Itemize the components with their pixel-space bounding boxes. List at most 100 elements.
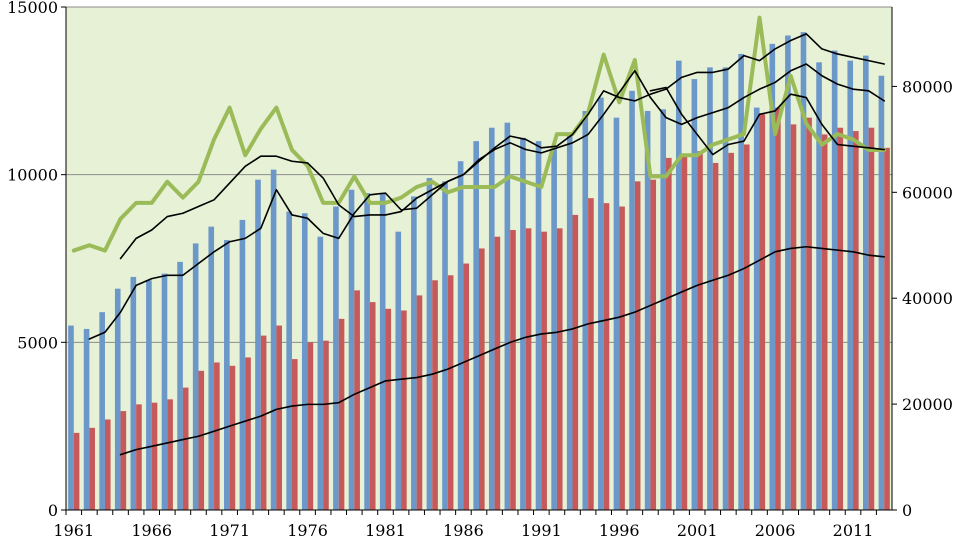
bar-series-1-1989 [504, 122, 511, 510]
bar-series-2-1981 [385, 308, 392, 510]
bar-series-2-1994 [588, 198, 594, 510]
bar-series-1-1999 [660, 109, 667, 510]
bar-series-2-2002 [712, 162, 719, 510]
bar-series-2-1972 [245, 357, 251, 510]
bar-series-1-1984 [426, 178, 433, 510]
bar-series-1-2001 [691, 79, 698, 510]
bar-series-2-1964 [120, 411, 127, 510]
bar-series-2-1961 [73, 432, 80, 510]
x-tick-label: 2006 [755, 521, 796, 540]
axes [65, 7, 893, 511]
y-left-tick-label: 15000 [7, 0, 58, 17]
bar-series-1-2008 [800, 32, 807, 511]
bar-series-1-1973 [255, 179, 261, 511]
bar-series-2-2010 [837, 127, 844, 510]
bar-series-1-1995 [598, 97, 604, 510]
bar-series-1-1993 [566, 134, 573, 510]
bar-series-2-1990 [525, 228, 532, 510]
bar-series-1-1997 [629, 90, 635, 510]
bar-series-2-1979 [354, 290, 360, 510]
bar-series-2-1982 [401, 310, 407, 510]
bar-series-2-1983 [416, 295, 423, 510]
bar-series-2-1963 [104, 419, 111, 510]
bar-series-2-1968 [182, 387, 189, 510]
bar-series-1-2009 [816, 62, 822, 511]
bar-series-2-2004 [743, 144, 750, 510]
series-lines [71, 15, 887, 456]
bar-series-2-1986 [463, 263, 470, 510]
bar-series-1-1990 [520, 137, 526, 510]
bar-series-1-1982 [395, 231, 402, 510]
bar-series-2-1998 [650, 179, 657, 511]
bar-series-2-1984 [432, 280, 438, 510]
bar-series-1-1998 [644, 110, 651, 510]
bar-series-2-1973 [260, 335, 267, 510]
bars [68, 32, 890, 511]
bar-series-1-1969 [192, 243, 199, 510]
x-tick-label: 1986 [443, 521, 484, 540]
bar-series-1-2004 [738, 53, 744, 511]
bar-series-1-1975 [286, 211, 292, 510]
bar-series-1-1994 [582, 110, 589, 510]
bar-series-2-1967 [167, 399, 173, 510]
y-right-tick-label: 0 [902, 501, 912, 520]
bar-series-2-2003 [728, 152, 734, 510]
y-right-tick-label: 20000 [902, 395, 953, 414]
bar-series-2-2009 [821, 134, 828, 510]
bar-series-1-2002 [707, 67, 713, 511]
bar-series-2-2013 [884, 147, 890, 510]
bar-series-2-2005 [759, 114, 766, 510]
bar-series-1-1961 [68, 325, 74, 510]
bar-series-2-2011 [853, 131, 859, 510]
bar-series-2-1985 [447, 275, 454, 510]
bar-series-1-1980 [364, 193, 370, 511]
bar-series-1-1985 [442, 181, 448, 510]
bar-series-2-1971 [229, 365, 236, 510]
bar-series-1-1992 [551, 147, 557, 510]
bar-series-1-1966 [146, 280, 152, 510]
bar-series-2-1966 [151, 402, 158, 510]
bar-series-1-1964 [114, 288, 121, 510]
bar-series-2-1980 [369, 302, 376, 510]
bar-series-2-1996 [619, 206, 625, 511]
bar-series-1-2006 [769, 43, 776, 511]
bar-series-1-1962 [83, 328, 90, 510]
bar-series-1-1981 [379, 193, 386, 511]
bar-series-1-1983 [411, 196, 417, 511]
x-tick-label: 1991 [521, 521, 562, 540]
bar-series-1-2007 [785, 35, 791, 511]
bar-series-2-2001 [697, 151, 703, 510]
y-axis-left-ticks: 0 5000 10000 15000 [7, 0, 66, 520]
bar-series-2-1978 [338, 318, 345, 510]
bar-series-2-1989 [510, 229, 516, 510]
bar-series-1-1968 [177, 261, 183, 510]
x-tick-label: 1981 [365, 521, 406, 540]
bar-series-1-2011 [847, 60, 854, 511]
bar-series-1-1965 [130, 276, 137, 510]
bar-series-1-2012 [863, 55, 869, 511]
line-series-6 [119, 63, 886, 260]
x-tick-label: 1996 [599, 521, 640, 540]
x-tick-label: 2001 [677, 521, 718, 540]
y-right-tick-label: 80000 [902, 77, 953, 96]
bar-series-1-1967 [161, 273, 168, 510]
y-axis-right-ticks: 0 20000 40000 60000 80000 [892, 77, 953, 520]
bar-series-2-1977 [323, 340, 329, 510]
bar-series-2-1974 [276, 325, 283, 510]
bar-series-1-2000 [675, 60, 682, 511]
y-right-tick-label: 40000 [902, 289, 953, 308]
bar-series-2-2000 [681, 154, 688, 510]
bar-series-2-2008 [806, 117, 812, 510]
bar-series-1-1976 [301, 213, 308, 511]
bar-series-1-1979 [348, 189, 355, 511]
bar-series-2-1987 [479, 248, 485, 510]
bar-series-2-1965 [136, 404, 142, 510]
bar-series-2-2007 [790, 124, 797, 510]
bar-series-2-1997 [634, 181, 641, 510]
y-left-tick-label: 10000 [7, 166, 58, 185]
bar-series-1-2010 [831, 50, 838, 511]
line-series-4 [119, 245, 886, 456]
bar-series-2-1975 [291, 359, 298, 510]
y-left-tick-label: 5000 [17, 333, 58, 352]
